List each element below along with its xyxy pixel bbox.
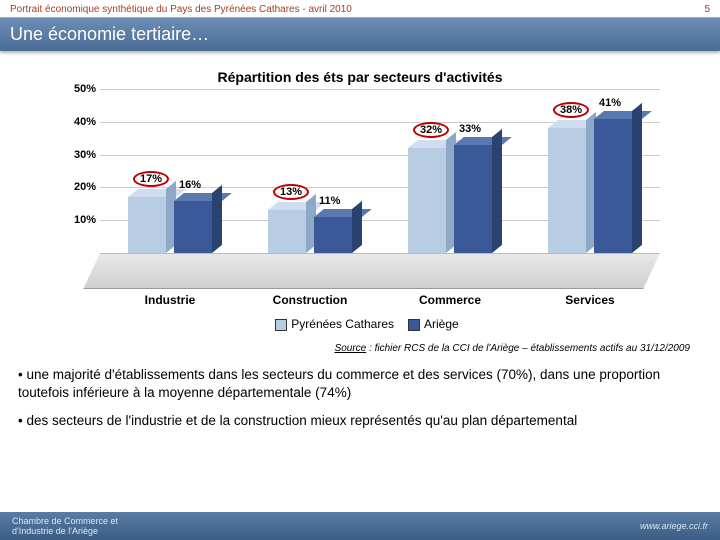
bullet: • une majorité d'établissements dans les… <box>18 366 702 402</box>
floor <box>83 253 660 289</box>
y-tick: 40% <box>74 116 96 128</box>
bar <box>314 217 352 253</box>
bar <box>128 197 166 253</box>
chart-plot: 10%20%30%40%50% 17%16%13%11%32%33%38%41% <box>100 89 660 289</box>
bar-front <box>128 197 166 253</box>
source-text: : fichier RCS de la CCI de l'Ariège – ét… <box>366 343 690 354</box>
bar-front <box>174 201 212 253</box>
y-tick: 20% <box>74 181 96 193</box>
bar-front <box>454 145 492 253</box>
bar <box>594 119 632 253</box>
bar-side <box>632 102 642 253</box>
page-number: 5 <box>704 4 710 15</box>
value-label: 11% <box>319 195 340 207</box>
y-axis: 10%20%30%40%50% <box>60 89 100 289</box>
y-tick: 10% <box>74 214 96 226</box>
bar-front <box>594 119 632 253</box>
bar-front <box>268 210 306 253</box>
value-label: 41% <box>599 97 621 109</box>
footer: Chambre de Commerce etd'Industrie de l'A… <box>0 512 720 540</box>
footer-left: Chambre de Commerce etd'Industrie de l'A… <box>12 516 118 536</box>
bar-front <box>548 128 586 253</box>
source-label: Source <box>335 343 367 354</box>
page-title: Une économie tertiaire… <box>0 18 720 51</box>
x-axis: IndustrieConstructionCommerceServices <box>100 289 660 307</box>
bar-side <box>492 129 502 253</box>
bar <box>548 128 586 253</box>
value-label: 33% <box>459 123 481 135</box>
bar-top <box>314 209 372 217</box>
y-tick: 30% <box>74 149 96 161</box>
category-label: Construction <box>240 289 380 307</box>
category-label: Services <box>520 289 660 307</box>
category-label: Commerce <box>380 289 520 307</box>
bar-top <box>594 111 652 119</box>
bar-top <box>454 137 512 145</box>
bullets: • une majorité d'établissements dans les… <box>0 362 720 445</box>
value-label: 38% <box>553 102 589 118</box>
legend-swatch <box>275 319 287 331</box>
legend-label: Pyrénées Cathares <box>291 317 394 331</box>
bar <box>408 148 446 253</box>
bullet: • des secteurs de l'industrie et de la c… <box>18 412 702 430</box>
bar-top <box>174 193 232 201</box>
chart-title: Répartition des éts par secteurs d'activ… <box>60 61 660 89</box>
bar <box>454 145 492 253</box>
footer-right: www.ariege.cci.fr <box>640 521 708 531</box>
value-label: 32% <box>413 122 449 138</box>
y-tick: 50% <box>74 83 96 95</box>
chart-container: Répartition des éts par secteurs d'activ… <box>60 61 660 341</box>
category-label: Industrie <box>100 289 240 307</box>
bar-front <box>314 217 352 253</box>
bar <box>174 201 212 253</box>
bar <box>268 210 306 253</box>
value-label: 17% <box>133 171 169 187</box>
doc-title: Portrait économique synthétique du Pays … <box>10 4 352 15</box>
bar-side <box>212 184 222 253</box>
bar-side <box>352 201 362 253</box>
value-label: 13% <box>273 184 309 200</box>
bar-front <box>408 148 446 253</box>
value-label: 16% <box>179 179 201 191</box>
legend-label: Ariège <box>424 317 459 331</box>
bar-top <box>268 202 326 210</box>
bar-top <box>128 189 186 197</box>
source-line: Source : fichier RCS de la CCI de l'Ariè… <box>0 341 720 362</box>
legend-swatch <box>408 319 420 331</box>
bars: 17% 16% 13% 11% 32% 33% 38% 41% <box>100 89 660 253</box>
legend: Pyrénées Cathares Ariège <box>60 307 660 341</box>
doc-header: Portrait économique synthétique du Pays … <box>0 0 720 18</box>
